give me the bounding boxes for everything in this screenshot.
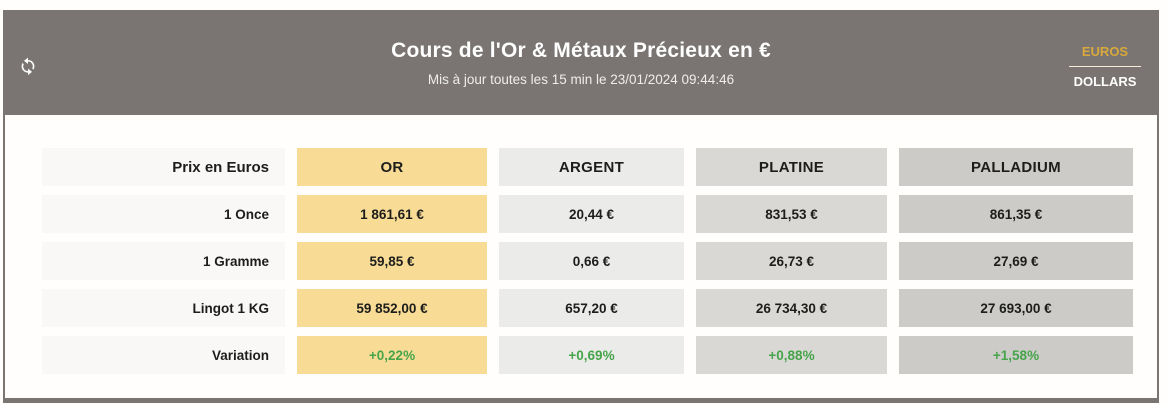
column-header-argent: ARGENT: [499, 148, 684, 186]
column-header-palladium: PALLADIUM: [899, 148, 1133, 186]
price-cell-argent-lingot: 657,20 €: [499, 289, 684, 327]
price-cell-palladium-lingot: 27 693,00 €: [899, 289, 1133, 327]
price-table: Prix en Euros OR ARGENT PLATINE PALLADIU…: [42, 148, 1157, 374]
price-cell-palladium-once: 861,35 €: [899, 195, 1133, 233]
currency-euros-button[interactable]: EUROS: [1069, 44, 1141, 67]
column-header-or: OR: [297, 148, 487, 186]
variation-cell-or: +0,22%: [297, 336, 487, 374]
price-cell-or-lingot: 59 852,00 €: [297, 289, 487, 327]
variation-cell-argent: +0,69%: [499, 336, 684, 374]
currency-toggle: EUROS DOLLARS: [1069, 44, 1141, 89]
widget-header: Cours de l'Or & Métaux Précieux en € Mis…: [5, 10, 1157, 115]
refresh-sync-icon: [17, 55, 41, 77]
refresh-button[interactable]: [17, 54, 41, 78]
row-label-once: 1 Once: [42, 195, 285, 233]
last-updated-text: Mis à jour toutes les 15 min le 23/01/20…: [427, 71, 735, 87]
gold-price-widget: Cours de l'Or & Métaux Précieux en € Mis…: [3, 10, 1159, 403]
row-label-gramme: 1 Gramme: [42, 242, 285, 280]
currency-dollars-button[interactable]: DOLLARS: [1069, 74, 1141, 89]
variation-cell-platine: +0,88%: [696, 336, 887, 374]
page-title: Cours de l'Or & Métaux Précieux en €: [391, 38, 771, 62]
row-label-lingot: Lingot 1 KG: [42, 289, 285, 327]
row-label-variation: Variation: [42, 336, 285, 374]
price-cell-argent-once: 20,44 €: [499, 195, 684, 233]
price-cell-platine-once: 831,53 €: [696, 195, 887, 233]
column-header-platine: PLATINE: [696, 148, 887, 186]
price-cell-or-gramme: 59,85 €: [297, 242, 487, 280]
price-cell-argent-gramme: 0,66 €: [499, 242, 684, 280]
variation-cell-palladium: +1,58%: [899, 336, 1133, 374]
header-titles: Cours de l'Or & Métaux Précieux en € Mis…: [5, 10, 1157, 115]
price-cell-platine-lingot: 26 734,30 €: [696, 289, 887, 327]
price-cell-platine-gramme: 26,73 €: [696, 242, 887, 280]
price-cell-palladium-gramme: 27,69 €: [899, 242, 1133, 280]
price-cell-or-once: 1 861,61 €: [297, 195, 487, 233]
corner-label: Prix en Euros: [42, 148, 285, 186]
price-table-area: Prix en Euros OR ARGENT PLATINE PALLADIU…: [5, 115, 1157, 374]
